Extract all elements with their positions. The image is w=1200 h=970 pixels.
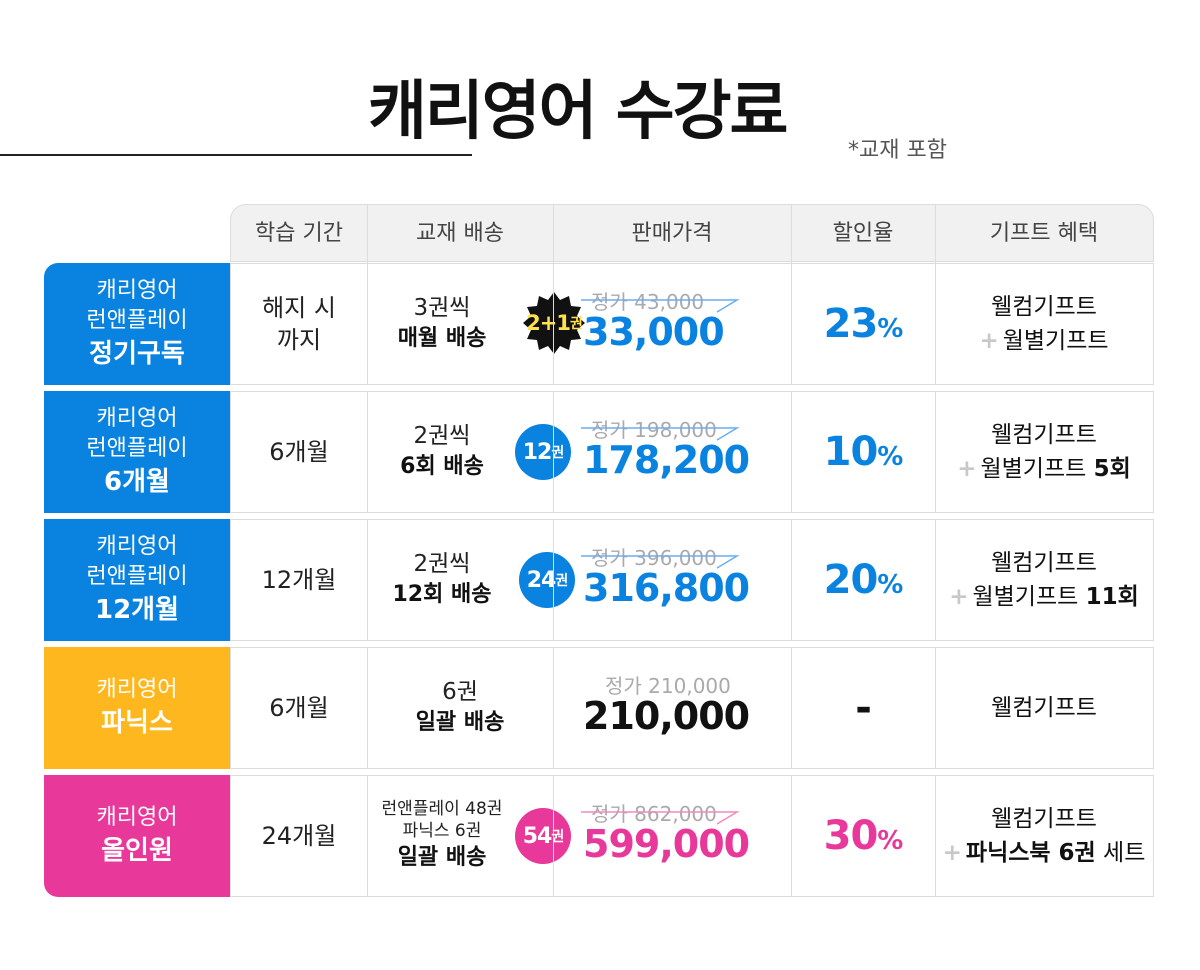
- original-price: 정가 198,000: [591, 418, 717, 442]
- header-gift: 기프트 혜택: [989, 221, 1099, 246]
- book-count-badge: 12 권: [515, 424, 571, 480]
- period-cell: 6개월: [269, 694, 329, 722]
- price-cell: 정가 396,000 316,800: [577, 542, 797, 622]
- price-cell: 정가 198,000 178,200: [577, 414, 797, 494]
- bonus-badge: 2+1 권: [521, 290, 587, 356]
- title-area: 캐리영어 수강료: [368, 72, 968, 172]
- discount-cell: 10%: [823, 429, 904, 475]
- sale-price: 178,200: [583, 438, 750, 482]
- shipping-cell: 3권씩 매월 배송: [397, 295, 487, 351]
- price-cell: 정가 43,000 33,000: [577, 286, 797, 366]
- table-row: 캐리영어 올인원 24개월 런앤플레이 48권 파닉스 6권 일괄 배송 54 권…: [44, 775, 1154, 897]
- table-row: 캐리영어 런앤플레이 정기구독 해지 시 까지 3권씩 매월 배송 2+1 권 정…: [44, 263, 1154, 385]
- original-price: 정가 396,000: [591, 546, 717, 570]
- header-discount: 할인율: [832, 221, 894, 246]
- sale-price: 316,800: [583, 566, 750, 610]
- table-header: 학습 기간 교재 배송 판매가격 할인율 기프트 혜택: [230, 204, 1154, 263]
- book-count-badge: 54 권: [515, 808, 571, 864]
- table-row: 캐리영어 런앤플레이 12개월 12개월 2권씩 12회 배송 24 권 정가 3…: [44, 519, 1154, 641]
- original-price: 정가 862,000: [591, 802, 717, 826]
- period-cell: 6개월: [269, 438, 329, 466]
- row-label: 캐리영어 런앤플레이 6개월: [44, 391, 230, 513]
- price-cell: 정가 210,000 210,000: [577, 670, 797, 750]
- discount-cell: 30%: [823, 813, 904, 859]
- gift-cell: 웰컴기프트 + 월별기프트 11회: [949, 550, 1139, 610]
- period-cell: 12개월: [261, 566, 337, 594]
- header-period: 학습 기간: [255, 221, 343, 246]
- sale-price: 599,000: [583, 822, 750, 866]
- original-price: 정가 43,000: [591, 290, 705, 314]
- period-cell: 24개월: [261, 822, 337, 850]
- title-note: *교재 포함: [848, 138, 947, 163]
- shipping-cell: 2권씩 6회 배송: [400, 423, 484, 479]
- discount-cell: -: [855, 685, 872, 731]
- table-row: 캐리영어 파닉스 6개월 6권 일괄 배송 정가 210,000 210,000…: [44, 647, 1154, 769]
- sale-price: 33,000: [583, 310, 725, 354]
- row-label: 캐리영어 올인원: [44, 775, 230, 897]
- shipping-cell: 2권씩 12회 배송: [392, 551, 492, 607]
- gift-cell: 웰컴기프트 + 월별기프트 5회: [957, 422, 1131, 482]
- row-label: 캐리영어 런앤플레이 12개월: [44, 519, 230, 641]
- row-label: 캐리영어 파닉스: [44, 647, 230, 769]
- period-cell: 해지 시 까지: [262, 294, 336, 354]
- discount-cell: 20%: [823, 557, 904, 603]
- original-price: 정가 210,000: [605, 674, 731, 698]
- discount-cell: 23%: [823, 301, 904, 347]
- shipping-cell: 런앤플레이 48권 파닉스 6권 일괄 배송: [381, 799, 503, 870]
- shipping-cell: 6권 일괄 배송: [415, 679, 505, 735]
- gift-cell: 웰컴기프트 + 월별기프트: [979, 294, 1109, 354]
- gift-cell: 웰컴기프트: [991, 695, 1097, 721]
- price-cell: 정가 862,000 599,000: [577, 798, 797, 878]
- header-price: 판매가격: [631, 221, 713, 246]
- title-underline: [0, 154, 472, 156]
- gift-cell: 웰컴기프트 + 파닉스북 6권 세트: [942, 806, 1146, 866]
- book-count-badge: 24 권: [519, 552, 575, 608]
- sale-price: 210,000: [583, 694, 750, 738]
- table-row: 캐리영어 런앤플레이 6개월 6개월 2권씩 6회 배송 12 권 정가 198,…: [44, 391, 1154, 513]
- header-shipping: 교재 배송: [416, 221, 504, 246]
- page-title: 캐리영어 수강료: [368, 75, 788, 149]
- row-label: 캐리영어 런앤플레이 정기구독: [44, 263, 230, 385]
